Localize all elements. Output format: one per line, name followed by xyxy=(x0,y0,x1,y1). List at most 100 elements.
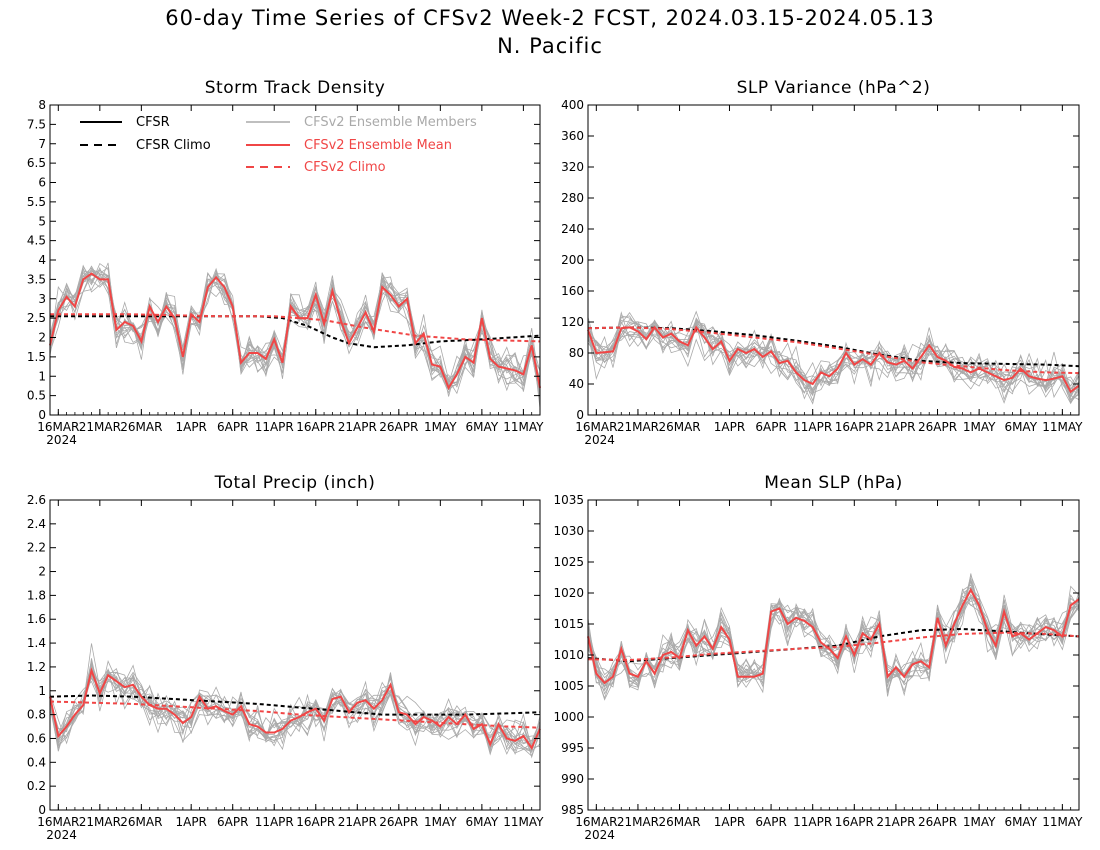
x-tick-label: 6MAY xyxy=(1004,420,1037,434)
x-tick-label: 11MAY xyxy=(1042,815,1083,829)
ensemble-member-line xyxy=(587,319,1080,394)
x-tick-label: 16APR xyxy=(835,420,874,434)
x-tick-label: 1MAY xyxy=(963,815,996,829)
y-tick-label: 0 xyxy=(38,803,46,817)
y-tick-label: 1.8 xyxy=(27,588,46,602)
y-tick-label: 2 xyxy=(38,565,46,579)
x-tick-label: 16APR xyxy=(296,815,335,829)
x-year-label: 2024 xyxy=(584,828,615,842)
y-tick-label: 1000 xyxy=(553,710,584,724)
plot-frame xyxy=(49,499,541,811)
y-tick-label: 5.5 xyxy=(27,195,46,209)
y-tick-label: 0.5 xyxy=(27,389,46,403)
x-tick-label: 1APR xyxy=(175,815,206,829)
x-year-label: 2024 xyxy=(584,433,615,447)
x-tick-label: 1APR xyxy=(714,420,745,434)
y-tick-label: 1 xyxy=(38,684,46,698)
x-tick-label: 6MAY xyxy=(466,420,499,434)
ensemble-mean-line xyxy=(49,272,541,391)
x-tick-label: 21APR xyxy=(338,420,377,434)
x-tick-label: 11MAY xyxy=(503,420,544,434)
panel-title: Mean SLP (hPa) xyxy=(764,473,903,493)
x-tick-label: 6APR xyxy=(217,420,248,434)
x-tick-label: 21MAR xyxy=(79,420,121,434)
y-tick-label: 4.5 xyxy=(27,234,46,248)
panel-title: SLP Variance (hPa^2) xyxy=(737,78,931,98)
x-tick-label: 26APR xyxy=(379,815,418,829)
y-tick-label: 320 xyxy=(561,160,584,174)
x-tick-label: 11APR xyxy=(793,420,832,434)
y-tick-label: 0 xyxy=(576,408,584,422)
x-tick-label: 16APR xyxy=(296,420,335,434)
y-tick-label: 2.2 xyxy=(27,541,46,555)
y-tick-label: 1.5 xyxy=(27,350,46,364)
ensemble-member-line xyxy=(587,319,1080,405)
plot-frame xyxy=(587,104,1080,416)
y-tick-label: 1.2 xyxy=(27,660,46,674)
ensemble-mean-line xyxy=(587,325,1080,394)
ensemble-member-line xyxy=(587,584,1080,688)
ensemble-mean-line xyxy=(587,587,1080,685)
x-tick-label: 21MAR xyxy=(79,815,121,829)
ensemble-member-line xyxy=(49,273,541,396)
y-tick-label: 1.6 xyxy=(27,612,46,626)
y-tick-label: 1030 xyxy=(553,524,584,538)
y-tick-label: 1025 xyxy=(553,555,584,569)
ensemble-member-line xyxy=(49,266,541,387)
y-tick-label: 990 xyxy=(561,772,584,786)
ensemble-member-line xyxy=(49,275,541,409)
cfsv2-climo-line xyxy=(49,700,541,729)
legend-cfsr-label: CFSR xyxy=(136,115,170,130)
y-tick-label: 40 xyxy=(569,377,584,391)
y-tick-label: 2 xyxy=(38,331,46,345)
y-tick-label: 6.5 xyxy=(27,156,46,170)
ensemble-members xyxy=(49,643,541,759)
chart-panel: SLP Variance (hPa^2) 0 40 80 120 160 200 240 280… xyxy=(561,78,1083,447)
x-tick-label: 11APR xyxy=(793,815,832,829)
ensemble-member-line xyxy=(49,662,541,759)
x-tick-label: 6APR xyxy=(755,815,786,829)
y-tick-label: 120 xyxy=(561,315,584,329)
y-tick-label: 8 xyxy=(38,98,46,112)
chart-panel: Total Precip (inch) 0 0.2 0.4 0.6 0.8 1 1.2 1.4 1… xyxy=(27,473,544,842)
x-tick-label: 26APR xyxy=(379,420,418,434)
y-tick-label: 1010 xyxy=(553,648,584,662)
y-tick-label: 7 xyxy=(38,137,46,151)
x-tick-label: 6MAY xyxy=(466,815,499,829)
x-tick-label: 26APR xyxy=(918,815,957,829)
x-tick-label: 16MAR xyxy=(37,815,79,829)
y-tick-label: 360 xyxy=(561,129,584,143)
y-tick-label: 280 xyxy=(561,191,584,205)
y-tick-label: 2.5 xyxy=(27,311,46,325)
y-tick-label: 7.5 xyxy=(27,117,46,131)
ensemble-members xyxy=(587,573,1080,701)
y-tick-label: 160 xyxy=(561,284,584,298)
x-tick-label: 26MAR xyxy=(120,420,162,434)
ensemble-member-line xyxy=(49,673,541,749)
figure-title: 60-day Time Series of CFSv2 Week-2 FCST,… xyxy=(0,4,1100,60)
y-tick-label: 2.4 xyxy=(27,517,46,531)
x-tick-label: 16MAR xyxy=(575,815,617,829)
x-tick-label: 11APR xyxy=(255,815,294,829)
y-tick-label: 1015 xyxy=(553,617,584,631)
y-tick-label: 1.4 xyxy=(27,636,46,650)
y-tick-label: 2.6 xyxy=(27,493,46,507)
x-tick-label: 21APR xyxy=(876,815,915,829)
ensemble-members xyxy=(49,262,541,409)
legend-cfsv2-climo-label: CFSv2 Climo xyxy=(304,160,386,175)
ensemble-member-line xyxy=(587,579,1080,689)
ensemble-member-line xyxy=(49,267,541,394)
y-tick-label: 1035 xyxy=(553,493,584,507)
x-tick-label: 21APR xyxy=(876,420,915,434)
ensemble-members xyxy=(587,310,1080,405)
y-tick-label: 5 xyxy=(38,214,46,228)
ensemble-member-line xyxy=(587,320,1080,392)
x-tick-label: 6APR xyxy=(217,815,248,829)
x-year-label: 2024 xyxy=(46,433,77,447)
y-tick-label: 0 xyxy=(38,408,46,422)
x-tick-label: 16MAR xyxy=(37,420,79,434)
cfsr-climo-line xyxy=(50,315,541,349)
ensemble-member-line xyxy=(587,585,1080,688)
y-tick-label: 3.5 xyxy=(27,272,46,286)
